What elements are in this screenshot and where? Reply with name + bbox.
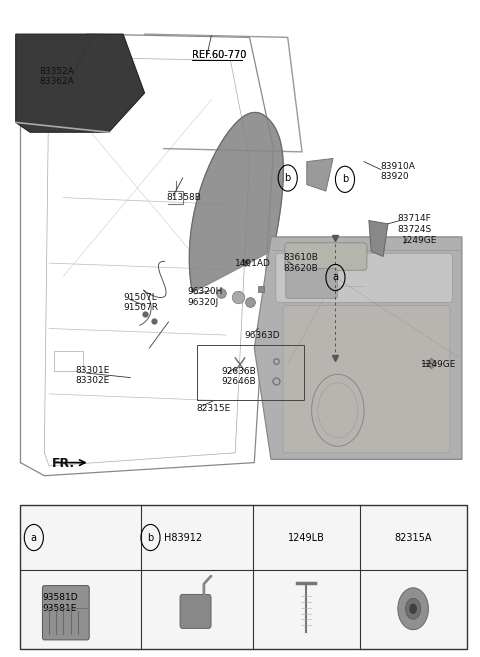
Text: a: a — [31, 533, 37, 543]
FancyBboxPatch shape — [21, 505, 467, 649]
Text: 83610B
83620B: 83610B 83620B — [283, 254, 318, 273]
Text: 91507L
91507R: 91507L 91507R — [123, 292, 158, 312]
FancyBboxPatch shape — [286, 268, 337, 298]
FancyBboxPatch shape — [276, 253, 452, 302]
Text: H83912: H83912 — [164, 533, 202, 543]
Text: 82315A: 82315A — [395, 533, 432, 543]
Text: 83714F
83724S: 83714F 83724S — [397, 214, 432, 233]
Text: 83352A
83362A: 83352A 83362A — [39, 67, 74, 86]
Text: 81358B: 81358B — [166, 193, 201, 202]
Text: FR.: FR. — [51, 457, 74, 470]
Text: 83910A
83920: 83910A 83920 — [381, 162, 416, 181]
Text: a: a — [333, 273, 338, 283]
Circle shape — [406, 599, 421, 620]
Text: b: b — [285, 173, 291, 183]
Text: REF.60-770: REF.60-770 — [192, 50, 247, 60]
Text: 1249GE: 1249GE — [421, 360, 456, 369]
Text: 83301E
83302E: 83301E 83302E — [75, 366, 110, 385]
FancyBboxPatch shape — [285, 243, 367, 270]
Text: 93581D
93581E: 93581D 93581E — [42, 593, 78, 614]
Polygon shape — [369, 221, 388, 256]
FancyBboxPatch shape — [180, 595, 211, 628]
Text: 1249LB: 1249LB — [288, 533, 324, 543]
FancyBboxPatch shape — [283, 306, 450, 453]
Text: 96363D: 96363D — [245, 330, 280, 340]
Text: b: b — [342, 174, 348, 185]
Polygon shape — [189, 112, 283, 292]
Polygon shape — [307, 158, 333, 191]
Text: 1249GE: 1249GE — [402, 236, 438, 244]
Text: 96320H
96320J: 96320H 96320J — [188, 287, 223, 307]
Text: REF.60-770: REF.60-770 — [192, 50, 247, 60]
FancyBboxPatch shape — [42, 585, 89, 640]
Text: 92636B
92646B: 92636B 92646B — [221, 367, 256, 386]
Text: 1491AD: 1491AD — [235, 259, 271, 267]
Polygon shape — [16, 34, 144, 132]
Polygon shape — [254, 237, 462, 459]
Circle shape — [398, 588, 429, 629]
Text: 82315E: 82315E — [196, 404, 230, 413]
Text: b: b — [147, 533, 154, 543]
Circle shape — [409, 604, 417, 614]
